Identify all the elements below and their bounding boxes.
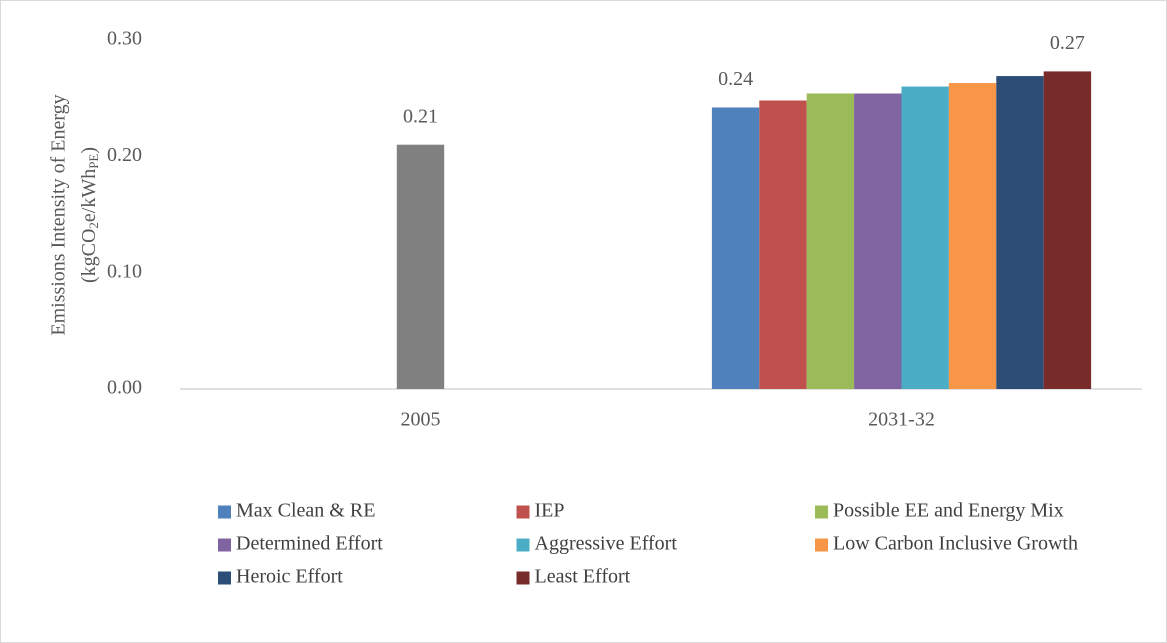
y-label-line: (kgCO2e/kWhPE) — [78, 147, 101, 283]
legend-swatch — [218, 505, 231, 519]
x-tick-label: 2005 — [401, 409, 441, 431]
bar — [948, 83, 997, 389]
y-label-part: PE — [86, 154, 101, 169]
legend-swatch — [815, 538, 828, 552]
y-label-part: ) — [78, 147, 100, 154]
data-label: 0.21 — [403, 105, 438, 127]
legend-swatch — [516, 538, 530, 552]
legend-label: Possible EE and Energy Mix — [833, 500, 1064, 522]
bar — [711, 107, 760, 390]
legend-swatch — [516, 571, 530, 585]
legend-label: Max Clean & RE — [236, 500, 375, 522]
legend-swatch — [815, 505, 828, 519]
legend-label: Determined Effort — [236, 533, 383, 555]
y-axis-label: Emissions Intensity of Energy (kgCO2e/kW… — [48, 94, 101, 335]
legend-swatch — [218, 571, 231, 585]
legend-label: Heroic Effort — [236, 566, 343, 588]
legend: Max Clean & RE IEP Possible EE and Energy … — [218, 500, 1078, 588]
y-label-part: 2 — [86, 222, 101, 229]
legend-label: Low Carbon Inclusive Growth — [833, 533, 1078, 555]
legend-label: Aggressive Effort — [535, 533, 678, 555]
bar — [901, 86, 949, 390]
legend-swatch — [516, 505, 530, 519]
bar — [1043, 71, 1092, 389]
legend-label: IEP — [535, 500, 565, 522]
legend-label: Least Effort — [535, 566, 631, 588]
bar — [759, 100, 807, 389]
y-tick-label: 0.10 — [107, 260, 142, 282]
data-label: 0.27 — [1050, 32, 1085, 54]
legend-swatch — [218, 538, 231, 552]
y-label-part: (kgCO — [78, 229, 100, 283]
bar — [396, 144, 445, 389]
y-tick-label: 0.00 — [107, 377, 142, 399]
bar — [854, 93, 902, 389]
y-label-line: Emissions Intensity of Energy — [48, 94, 70, 335]
data-label: 0.24 — [718, 68, 753, 90]
bar — [806, 93, 855, 389]
y-label-part: e/kWh — [78, 169, 100, 222]
y-tick-label: 0.30 — [107, 28, 142, 50]
y-tick-label: 0.20 — [107, 144, 142, 166]
bar — [996, 76, 1044, 390]
x-tick-label: 2031-32 — [868, 409, 935, 431]
